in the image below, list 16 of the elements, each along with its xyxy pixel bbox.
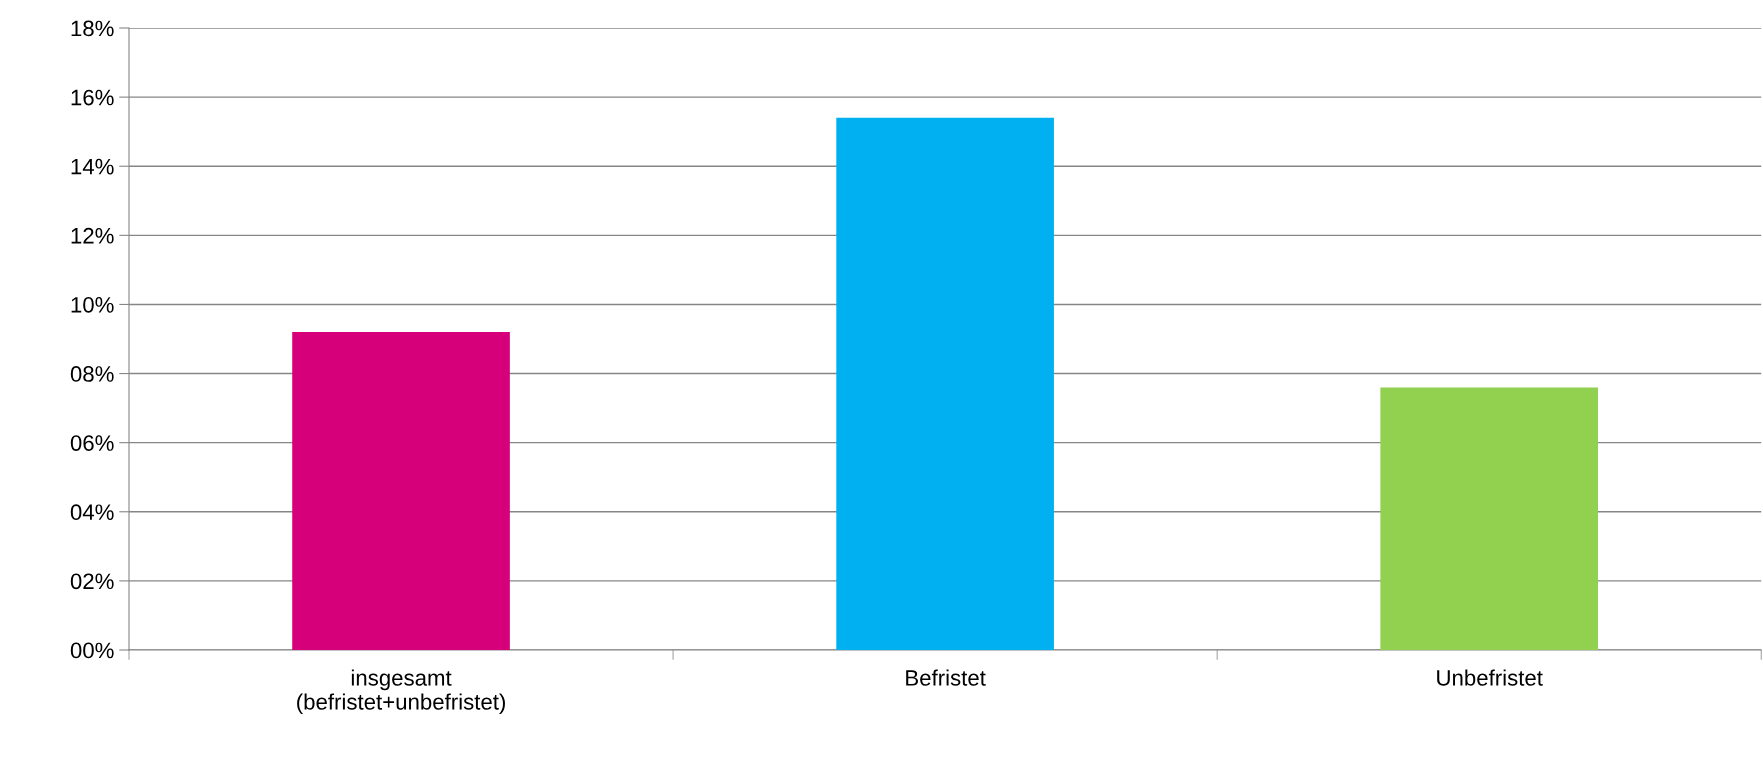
x-tick-label: Befristet xyxy=(906,669,986,686)
y-tick-label: 10% xyxy=(71,296,114,313)
bar xyxy=(836,117,1054,650)
x-tick-label: Unbefristet xyxy=(1437,669,1543,686)
x-tick-label: insgesamt (befristet+unbefristet) xyxy=(297,669,505,715)
y-tick-label: 08% xyxy=(70,366,114,382)
y-tick-label: 06% xyxy=(70,435,114,451)
y-tick-label: 16% xyxy=(71,89,114,106)
y-tick-label: 14% xyxy=(71,158,114,175)
y-tick-label: 12% xyxy=(71,227,114,244)
bar xyxy=(292,332,510,650)
y-tick-label: 02% xyxy=(70,573,114,590)
y-tick-label: 04% xyxy=(70,504,114,521)
y-tick-label: 00% xyxy=(70,642,114,659)
y-tick-label: 18% xyxy=(71,20,114,37)
bar xyxy=(1380,387,1599,650)
